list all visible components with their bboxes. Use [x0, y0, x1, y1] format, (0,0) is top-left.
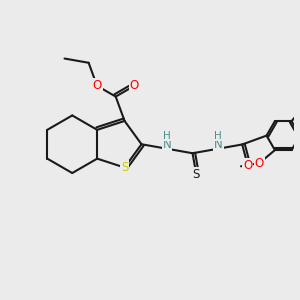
Text: O: O: [243, 159, 252, 172]
Text: S: S: [193, 168, 200, 181]
Text: O: O: [255, 157, 264, 169]
Text: H: H: [214, 131, 222, 141]
Text: H: H: [163, 131, 171, 141]
Text: S: S: [121, 161, 128, 174]
Text: O: O: [130, 79, 139, 92]
Text: N: N: [214, 138, 223, 151]
Text: N: N: [163, 138, 171, 151]
Text: O: O: [92, 79, 102, 92]
